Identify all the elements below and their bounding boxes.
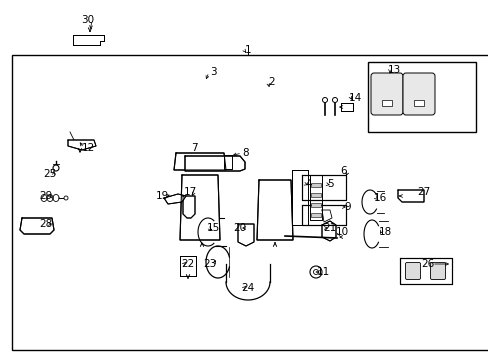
Bar (310, 193, 320, 197)
Text: 23: 23 (203, 259, 216, 269)
Polygon shape (399, 258, 451, 284)
FancyBboxPatch shape (402, 73, 434, 115)
Text: 13: 13 (386, 65, 400, 75)
Circle shape (53, 165, 59, 171)
Polygon shape (68, 140, 96, 150)
Circle shape (313, 270, 318, 274)
Polygon shape (309, 175, 321, 220)
Polygon shape (302, 175, 346, 200)
FancyBboxPatch shape (429, 262, 445, 279)
Polygon shape (238, 224, 253, 246)
Polygon shape (321, 221, 335, 241)
Text: 25: 25 (43, 169, 57, 179)
Text: 26: 26 (421, 259, 434, 269)
Text: 14: 14 (347, 93, 361, 103)
Circle shape (322, 98, 327, 103)
Polygon shape (180, 175, 220, 240)
Polygon shape (183, 196, 195, 218)
Text: 17: 17 (183, 187, 196, 197)
Bar (367, 62, 475, 132)
Text: 1: 1 (244, 45, 251, 55)
Text: 18: 18 (378, 227, 391, 237)
Text: 15: 15 (206, 223, 219, 233)
Polygon shape (257, 180, 292, 240)
Text: 27: 27 (417, 187, 430, 197)
Text: 11: 11 (316, 267, 329, 277)
Polygon shape (180, 256, 196, 276)
Text: 8: 8 (242, 148, 249, 158)
Bar (310, 203, 320, 207)
Text: 9: 9 (344, 202, 350, 212)
Polygon shape (340, 103, 352, 111)
Bar (310, 183, 320, 187)
Text: 28: 28 (40, 219, 53, 229)
Circle shape (64, 196, 68, 200)
Text: 3: 3 (209, 67, 216, 77)
Polygon shape (73, 35, 104, 45)
Polygon shape (163, 194, 185, 204)
Text: 10: 10 (335, 227, 348, 237)
Circle shape (309, 266, 321, 278)
Polygon shape (20, 218, 54, 234)
Text: 21: 21 (323, 223, 336, 233)
Text: 2: 2 (268, 77, 275, 87)
Polygon shape (184, 156, 244, 171)
Bar (12, 55, 488, 350)
Polygon shape (321, 210, 331, 222)
Text: 30: 30 (81, 15, 94, 25)
Polygon shape (224, 155, 231, 169)
Text: 5: 5 (326, 179, 333, 189)
Bar (310, 213, 320, 217)
Text: 24: 24 (241, 283, 254, 293)
Text: 16: 16 (373, 193, 386, 203)
Bar (413, 100, 423, 106)
Text: 19: 19 (155, 191, 168, 201)
Bar (381, 100, 391, 106)
Polygon shape (302, 205, 346, 225)
Text: 6: 6 (340, 166, 346, 176)
Polygon shape (397, 190, 423, 202)
Text: 20: 20 (233, 223, 246, 233)
Polygon shape (291, 170, 307, 225)
Text: 4: 4 (305, 179, 312, 189)
Circle shape (332, 98, 337, 103)
Text: 22: 22 (181, 259, 194, 269)
FancyBboxPatch shape (370, 73, 402, 115)
Text: 7: 7 (190, 143, 197, 153)
FancyBboxPatch shape (405, 262, 420, 279)
Text: 29: 29 (40, 191, 53, 201)
Polygon shape (174, 153, 225, 170)
Text: 12: 12 (81, 143, 95, 153)
